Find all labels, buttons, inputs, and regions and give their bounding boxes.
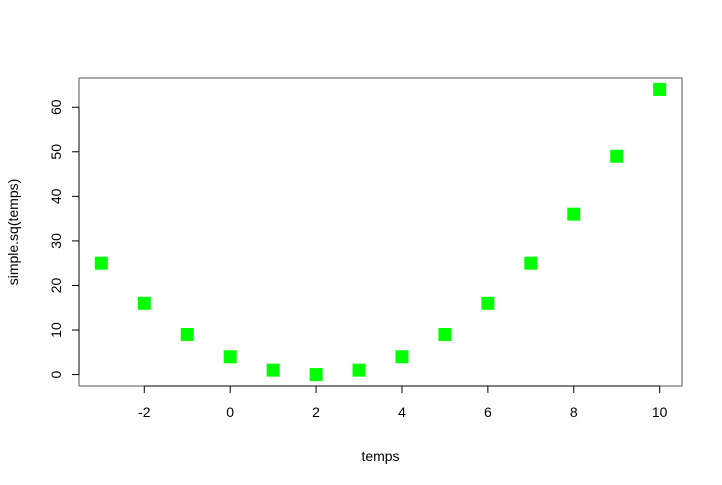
data-point [309, 368, 323, 382]
y-tick-label: 0 [48, 370, 64, 378]
x-tick-label: 8 [570, 404, 578, 420]
y-tick-label: 30 [48, 233, 64, 249]
x-axis-title: temps [361, 448, 399, 464]
y-tick-label: 50 [48, 144, 64, 160]
x-tick-label: 10 [652, 404, 668, 420]
y-tick-label: 20 [48, 277, 64, 293]
data-point [223, 350, 237, 364]
data-point [653, 82, 667, 96]
y-axis-title: simple.sq(temps) [5, 179, 21, 286]
data-points [94, 82, 667, 382]
x-tick-label: 2 [312, 404, 320, 420]
data-point [481, 296, 495, 310]
data-point [266, 363, 280, 377]
plot-frame [78, 77, 683, 387]
data-point [180, 327, 194, 341]
y-axis: 0 10 20 30 40 50 60 [48, 99, 80, 378]
y-tick-label: 40 [48, 188, 64, 204]
data-point [610, 149, 624, 163]
data-point [352, 363, 366, 377]
x-tick-label: -2 [138, 404, 151, 420]
data-point [438, 327, 452, 341]
x-tick-label: 6 [484, 404, 492, 420]
data-point [94, 256, 108, 270]
data-point [137, 296, 151, 310]
data-point [395, 350, 409, 364]
data-point [567, 207, 581, 221]
data-point [524, 256, 538, 270]
y-tick-label: 10 [48, 322, 64, 338]
x-tick-label: 4 [398, 404, 406, 420]
x-axis: -2 0 2 4 6 8 10 [138, 385, 668, 420]
x-tick-label: 0 [226, 404, 234, 420]
y-tick-label: 60 [48, 99, 64, 115]
